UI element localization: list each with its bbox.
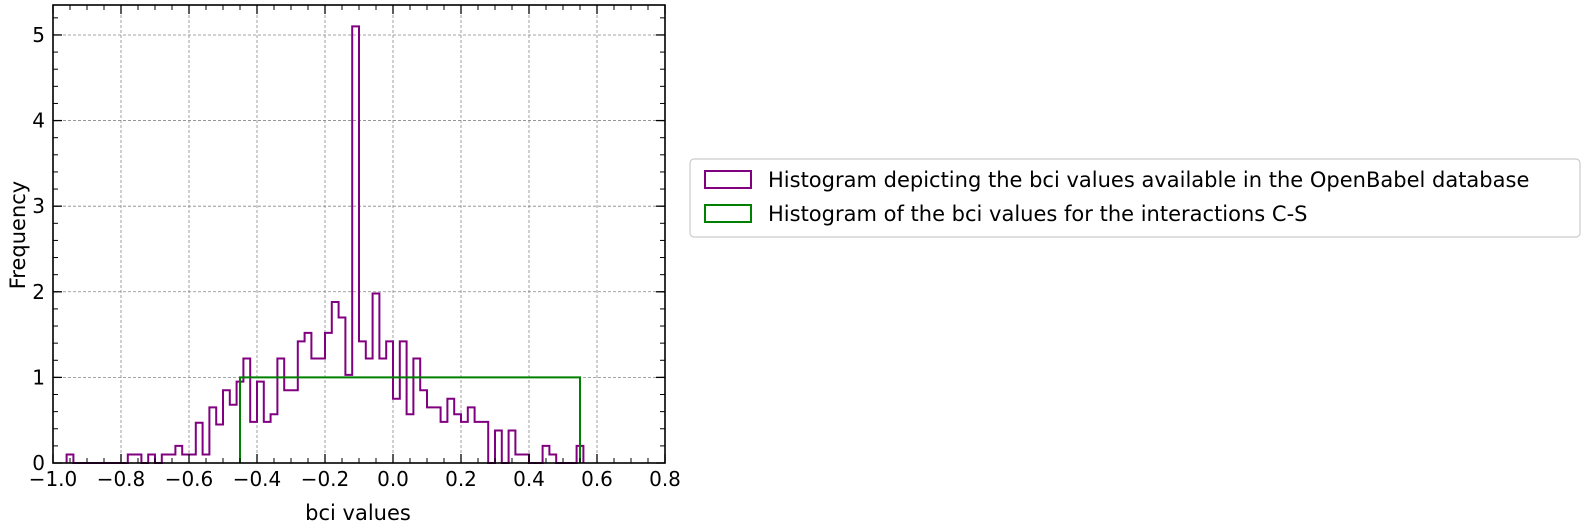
legend-swatch-openbabel <box>704 170 752 189</box>
y-tick-label: 3 <box>32 194 45 218</box>
x-tick-label: −0.8 <box>97 467 146 491</box>
x-tick-label: 0.6 <box>581 467 613 491</box>
x-tick-label: −1.0 <box>29 467 78 491</box>
x-tick-label: 0.2 <box>445 467 477 491</box>
legend-label-cs: Histogram of the bci values for the inte… <box>768 202 1307 226</box>
x-tick-label: 0.8 <box>649 467 681 491</box>
legend-swatch-cs <box>704 204 752 223</box>
x-tick-label: −0.4 <box>233 467 282 491</box>
y-tick-label: 0 <box>32 451 45 475</box>
y-tick-label: 4 <box>32 109 45 133</box>
y-axis-label: Frequency <box>6 181 30 290</box>
histogram-outline-0 <box>65 25 585 464</box>
y-tick-label: 5 <box>32 23 45 47</box>
legend-frame <box>689 158 1581 238</box>
x-tick-label: 0.0 <box>377 467 409 491</box>
y-tick-label: 2 <box>32 280 45 304</box>
legend-label-openbabel: Histogram depicting the bci values avail… <box>768 168 1529 192</box>
y-tick-label: 1 <box>32 365 45 389</box>
x-tick-label: −0.2 <box>301 467 350 491</box>
x-tick-label: 0.4 <box>513 467 545 491</box>
legend: Histogram depicting the bci values avail… <box>689 158 1581 238</box>
histogram-outline-1 <box>239 376 581 463</box>
tick-marks <box>52 5 666 464</box>
x-tick-label: −0.6 <box>165 467 214 491</box>
tick-labels: −1.0 −0.8 −0.6 −0.4 −0.2 0.0 0.2 0.4 0.6 0.8 0 1 2 3 4… <box>29 23 681 491</box>
histogram-series <box>65 25 585 464</box>
x-axis-label: bci values <box>305 501 411 525</box>
